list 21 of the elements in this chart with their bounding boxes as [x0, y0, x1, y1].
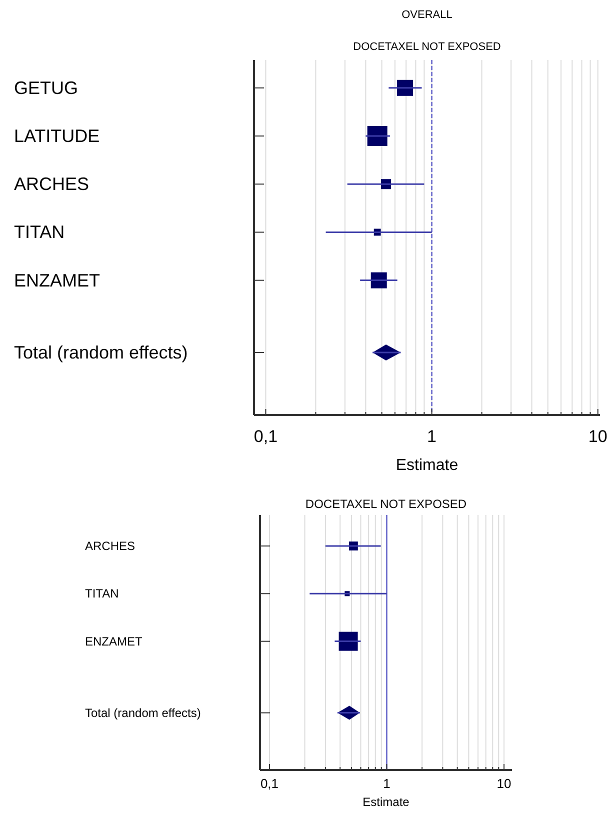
chart-subtitle: DOCETAXEL NOT EXPOSED — [353, 41, 501, 53]
chart-title: OVERALL — [402, 9, 452, 21]
x-tick-label: 0,1 — [254, 427, 278, 446]
x-axis-title: Estimate — [396, 457, 458, 474]
y-tick-label: ARCHES — [85, 538, 136, 553]
y-tick-label: TITAN — [14, 222, 65, 242]
y-tick-label: Total (random effects) — [14, 342, 188, 362]
x-tick-label: 10 — [588, 427, 608, 446]
x-axis-title: Estimate — [362, 795, 410, 809]
x-tick-label: 0,1 — [260, 776, 279, 791]
y-tick-label: ENZAMET — [85, 634, 144, 648]
y-tick-label: GETUG — [14, 78, 78, 98]
y-tick-label: ENZAMET — [14, 270, 100, 290]
y-tick-label: LATITUDE — [14, 126, 100, 146]
y-tick-label: Total (random effects) — [85, 706, 201, 720]
x-tick-label: 1 — [383, 776, 390, 791]
x-tick-label: 1 — [427, 427, 437, 446]
x-tick-label: 10 — [496, 776, 512, 791]
chart-title: DOCETAXEL NOT EXPOSED — [305, 497, 467, 511]
y-tick-label: TITAN — [85, 586, 119, 601]
y-tick-label: ARCHES — [14, 174, 90, 194]
